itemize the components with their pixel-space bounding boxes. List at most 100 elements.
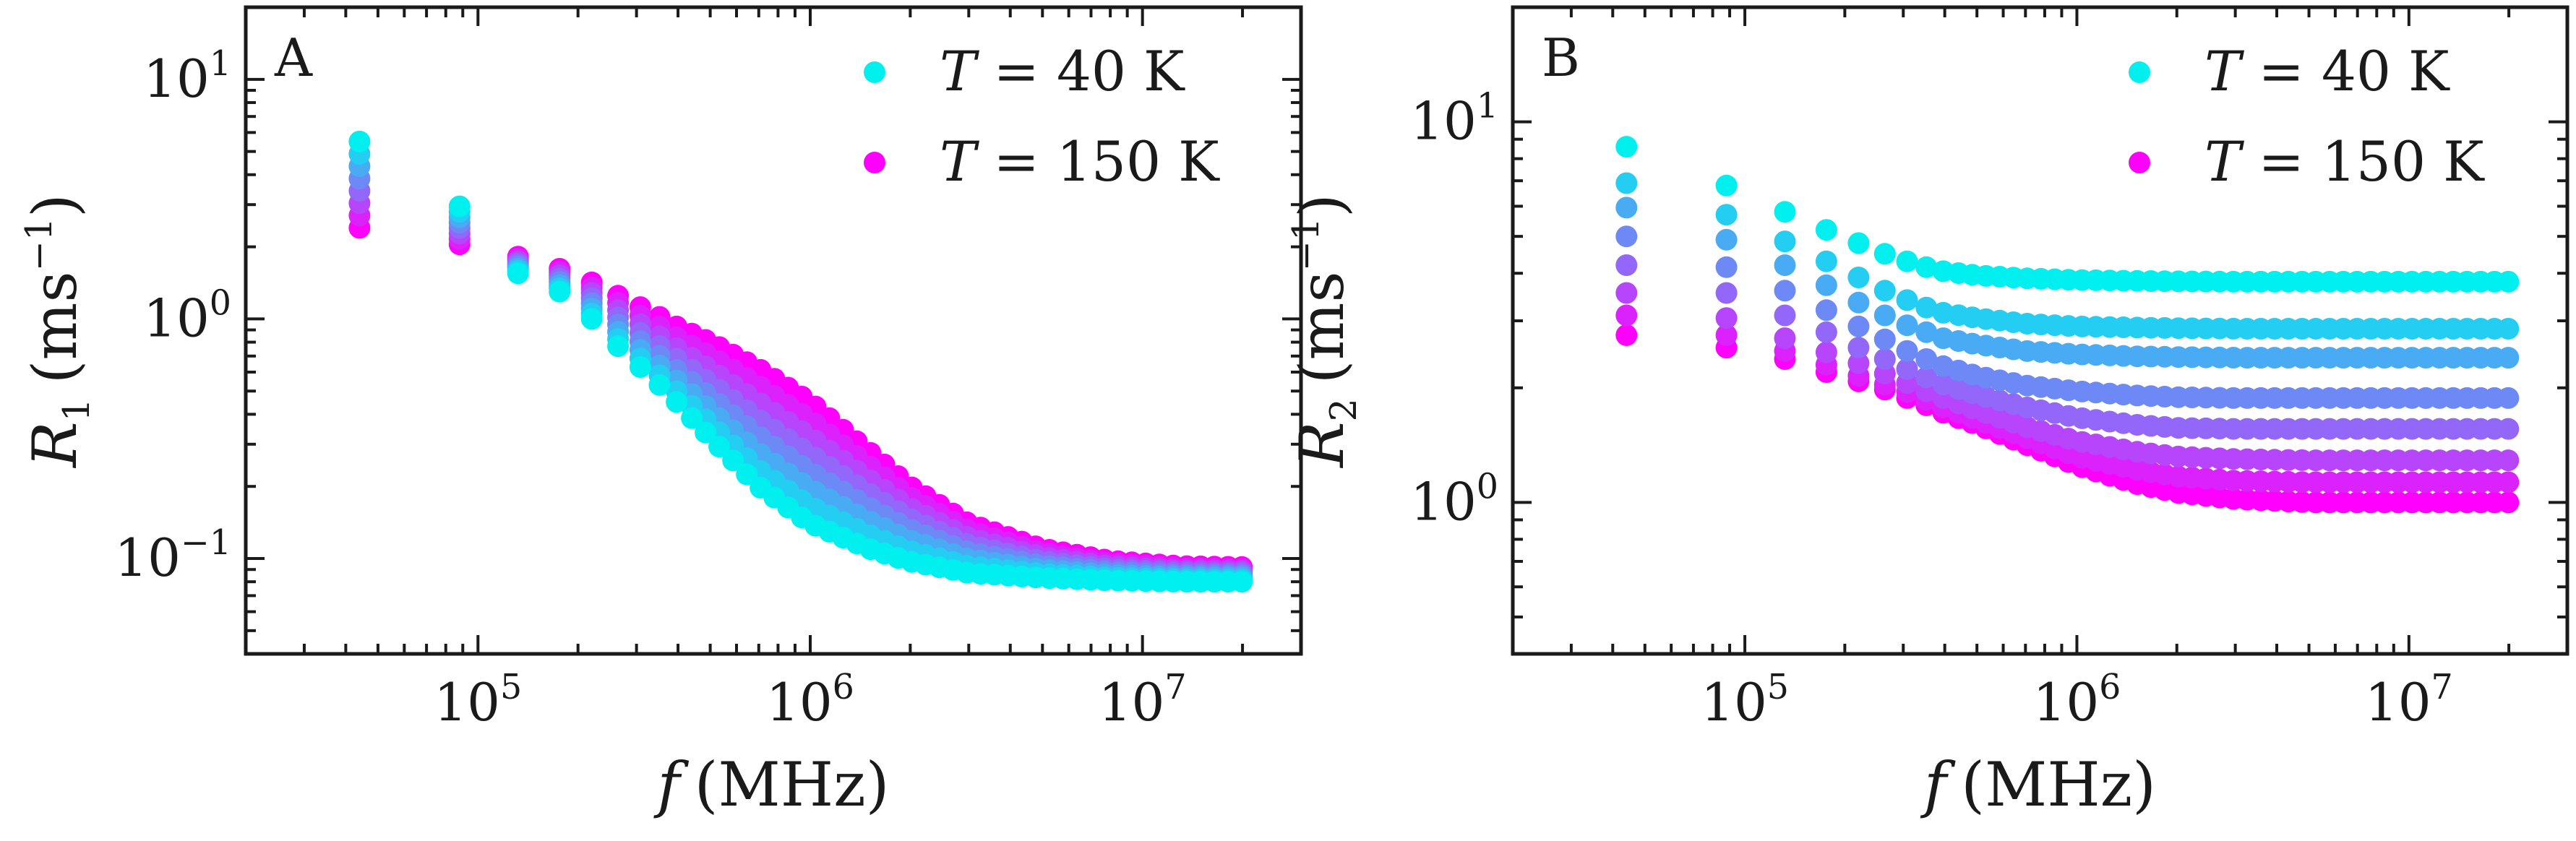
data-point <box>1715 256 1738 278</box>
data-point <box>1915 321 1938 343</box>
tick-exponent: 0 <box>210 283 231 323</box>
data-point <box>1815 250 1837 272</box>
data-point <box>1896 340 1918 362</box>
data-point <box>348 130 371 152</box>
tick-exponent: 6 <box>833 668 854 707</box>
legend-marker <box>864 152 885 173</box>
tick-exponent: 1 <box>1477 87 1498 126</box>
data-point <box>2497 449 2520 472</box>
x-tick-label: 106 <box>2033 668 2121 733</box>
data-point <box>1847 291 1870 314</box>
y-tick-label: 100 <box>1410 467 1498 532</box>
x-axis-unit: (MHz) <box>1961 749 2156 820</box>
x-tick-label: 107 <box>1099 668 1187 733</box>
data-point <box>1774 254 1796 276</box>
data-point <box>1896 289 1918 311</box>
data-point <box>1615 254 1638 276</box>
y-axis-var: R <box>20 421 90 468</box>
data-point <box>1615 136 1638 158</box>
legend-rest: = 40 K <box>976 40 1185 103</box>
data-point <box>1915 296 1938 319</box>
data-point <box>1615 197 1638 219</box>
data-point <box>2497 491 2520 514</box>
data-point <box>580 308 603 330</box>
x-tick-label: 106 <box>766 668 854 733</box>
data-points <box>348 130 1253 593</box>
y-ticks <box>246 6 1301 655</box>
tick-base: 10 <box>1099 672 1165 733</box>
y-axis-unit-close: ) <box>20 194 90 217</box>
data-point <box>1815 341 1837 363</box>
tick-exponent: 6 <box>2099 668 2121 707</box>
y-axis-unit: (ms <box>1287 271 1357 384</box>
panel-letter: B <box>1542 27 1580 88</box>
data-point <box>1715 228 1738 251</box>
data-point <box>1615 282 1638 304</box>
tick-exponent: 7 <box>1164 668 1186 707</box>
x-tick-label: 105 <box>434 668 522 733</box>
data-point <box>1847 352 1870 374</box>
legend-var: T <box>940 40 980 103</box>
tick-base: 10 <box>2033 672 2100 733</box>
x-ticks <box>244 7 1302 654</box>
legend-var: T <box>940 130 980 194</box>
data-point <box>1847 232 1870 254</box>
x-axis-var: f <box>1920 749 1956 820</box>
data-point <box>1715 307 1738 329</box>
data-point <box>1715 324 1738 346</box>
y-axis-unit: (ms <box>20 271 90 384</box>
data-point <box>1774 201 1796 223</box>
tick-base: 10 <box>1701 672 1767 733</box>
y-axis-unit-exp: −1 <box>17 217 60 271</box>
data-point <box>1873 280 1896 302</box>
data-point <box>1815 321 1837 343</box>
data-point <box>1915 348 1938 370</box>
data-point <box>507 262 529 285</box>
legend-label: T = 150 K <box>940 130 1220 194</box>
tick-base: 10 <box>143 48 210 109</box>
tick-exponent: 1 <box>210 44 231 84</box>
data-point <box>736 463 758 486</box>
legend-label: T = 40 K <box>940 40 1185 103</box>
data-point <box>1615 304 1638 327</box>
tick-exponent: 7 <box>2431 668 2453 707</box>
y-tick-label: 10−1 <box>114 523 231 588</box>
y-axis-label: R2 (ms−1) <box>1284 194 1365 469</box>
data-point <box>1615 324 1638 346</box>
tick-base: 10 <box>2365 672 2431 733</box>
tick-base: 10 <box>1410 91 1477 152</box>
data-point <box>1815 219 1837 241</box>
data-point <box>1847 337 1870 359</box>
tick-base: 10 <box>766 672 833 733</box>
plot-frame <box>1511 5 2569 656</box>
y-tick-label: 101 <box>1410 87 1498 152</box>
data-point <box>1615 172 1638 194</box>
data-point <box>1774 327 1796 350</box>
data-point <box>1873 243 1896 265</box>
data-point <box>1873 304 1896 327</box>
data-point <box>2497 387 2520 409</box>
data-point <box>666 391 688 413</box>
tick-exponent: 0 <box>1477 467 1498 506</box>
data-point <box>629 356 651 378</box>
legend-marker <box>864 61 885 83</box>
data-point <box>607 335 630 358</box>
legend-var: T <box>2204 40 2245 103</box>
legend-marker <box>2129 152 2150 173</box>
y-axis-var: R <box>1287 421 1357 468</box>
x-tick-label: 105 <box>1701 668 1789 733</box>
legend: T = 40 K T = 150 K <box>864 40 1220 194</box>
data-point <box>708 436 731 458</box>
y-axis-label: R1 (ms−1) <box>17 194 98 469</box>
y-axis-unit-exp: −1 <box>1284 217 1327 271</box>
data-point <box>549 280 571 303</box>
data-point <box>2497 418 2520 440</box>
data-point <box>448 195 471 217</box>
data-point <box>1615 225 1638 248</box>
data-point <box>1774 230 1796 253</box>
data-point <box>1815 299 1837 322</box>
y-tick-label: 101 <box>143 44 231 109</box>
x-ticks <box>1511 7 2569 654</box>
